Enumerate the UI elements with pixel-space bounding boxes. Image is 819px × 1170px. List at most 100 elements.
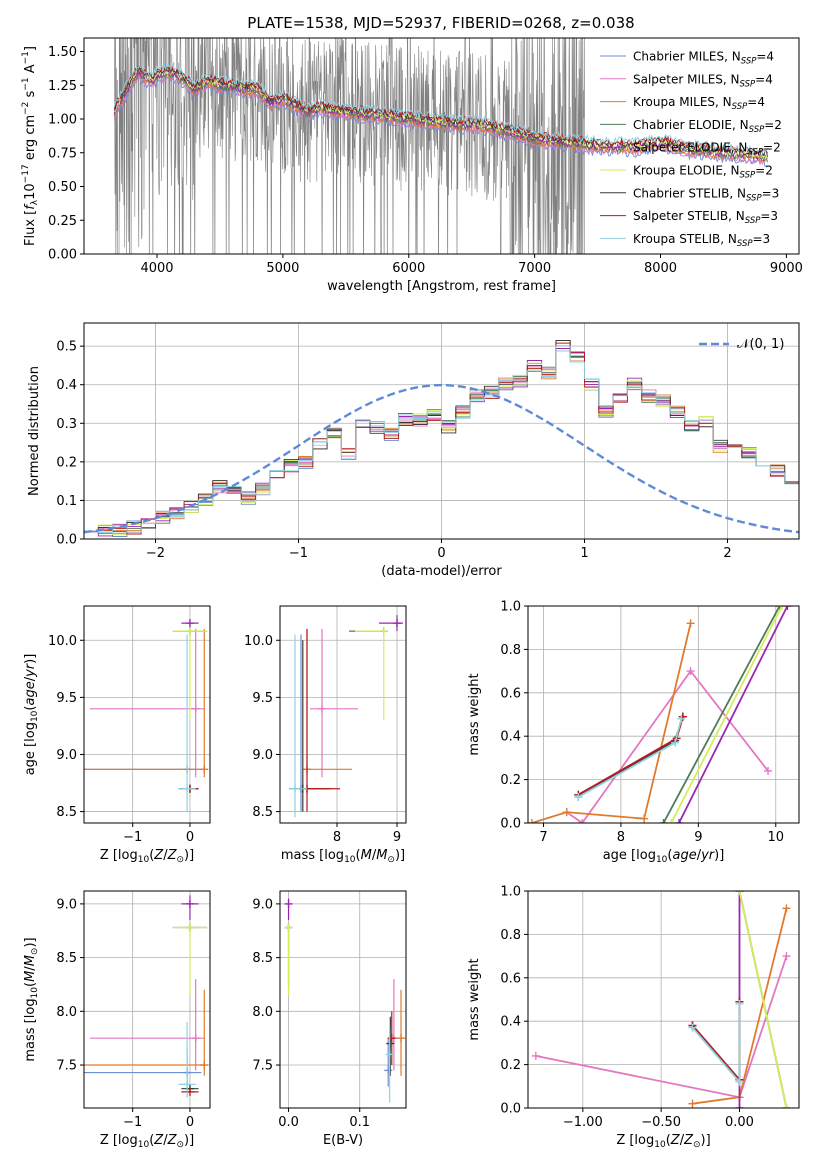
y-tick-label: 8.5	[56, 951, 77, 966]
weight-marker	[578, 819, 587, 823]
model-line-chabrier-elodie	[113, 72, 768, 162]
weight-z-panel: −1.00 −0.50 0.00 0.0 0.2 0.4 0.6 0.8 1.0 Z [log1…	[467, 885, 800, 1150]
spectrum-panel: 4000 5000 6000 7000 8000 9000 0.00 0.25 0.50 0.75…	[21, 37, 803, 294]
y-tick-label: 1.0	[500, 885, 521, 900]
y-tick-label: 0.8	[500, 928, 521, 943]
y-tick-label: 0.00	[48, 248, 77, 263]
y-tick-label: 0.2	[56, 455, 77, 470]
y-tick-label: 0.25	[48, 214, 77, 229]
x-tick-label: −1	[289, 546, 308, 561]
weight-line-chabrier-elodie	[662, 606, 781, 823]
legend-label: Kroupa MILES, NSSP=4	[633, 95, 765, 112]
x-axis-label: Z [log10(Z/Z⊙)]	[100, 848, 194, 865]
y-axis-label: mass [log10(M/M⊙)]	[23, 937, 40, 1061]
weight-marker	[574, 792, 583, 801]
axes-frame	[527, 605, 800, 824]
x-tick-label: 0.0	[278, 1115, 299, 1130]
y-tick-label: 0.6	[500, 686, 521, 701]
y-tick-label: 1.00	[48, 113, 77, 128]
point-salpeter-elodie	[181, 619, 199, 628]
weight-line-kroupa-miles	[531, 623, 692, 823]
x-tick-label: 2	[723, 546, 731, 561]
legend-label: Salpeter ELODIE, NSSP=2	[633, 141, 781, 158]
x-tick-label: −1	[123, 830, 142, 845]
y-tick-label: 0.0	[500, 817, 521, 832]
x-tick-label: −0.50	[641, 1115, 681, 1130]
x-tick-label: 6000	[392, 261, 425, 276]
weight-marker	[777, 606, 786, 610]
y-axis-label: mass weight	[467, 673, 482, 755]
x-tick-label: 0	[186, 830, 194, 845]
point-kroupa-stelib	[289, 634, 307, 818]
point-chabrier-stelib	[386, 1016, 395, 1076]
weight-marker	[735, 1077, 744, 1086]
histogram-chabrier-stelib	[84, 340, 799, 539]
weight-marker	[735, 999, 744, 1008]
normal-curve	[84, 383, 799, 534]
weight-line-kroupa-elodie	[738, 891, 788, 1108]
mass-ebv-panel: 0.0 0.1 7.5 8.0 8.5 9.0 E(B-V)	[252, 890, 407, 1148]
weight-line-salpeter-elodie	[678, 606, 789, 823]
y-tick-label: 1.25	[48, 79, 77, 94]
x-tick-label: 7000	[518, 261, 551, 276]
y-tick-label: 8.0	[56, 1005, 77, 1020]
weight-marker	[782, 904, 791, 913]
weight-marker	[782, 952, 791, 961]
axes-frame	[279, 890, 407, 1109]
point-salpeter-elodie	[181, 895, 199, 921]
y-tick-label: 9.0	[252, 748, 273, 763]
weight-marker	[688, 1099, 697, 1108]
point-kroupa-elodie	[172, 923, 208, 996]
x-tick-label: −1	[123, 1115, 142, 1130]
weight-marker	[667, 819, 676, 823]
legend-label: Kroupa ELODIE, NSSP=2	[633, 164, 773, 181]
legend-label: 𝒩(0, 1)	[737, 337, 784, 352]
point-kroupa-elodie	[172, 627, 208, 721]
point-kroupa-miles	[84, 628, 209, 778]
point-salpeter-elodie	[379, 615, 403, 632]
x-tick-label: 0	[437, 546, 445, 561]
y-tick-label: 9.0	[56, 897, 77, 912]
point-salpeter-miles	[89, 979, 205, 1071]
x-tick-label: 9000	[770, 261, 803, 276]
y-tick-label: 0.0	[500, 1102, 521, 1117]
weight-line-kroupa-elodie	[670, 606, 783, 823]
x-tick-label: 1	[580, 546, 588, 561]
x-tick-label: 5000	[266, 261, 299, 276]
axes-frame	[83, 890, 211, 1109]
figure-title: PLATE=1538, MJD=52937, FIBERID=0268, z=0…	[247, 14, 634, 32]
y-tick-label: 8.0	[252, 1005, 273, 1020]
y-tick-label: 0.4	[500, 1015, 521, 1030]
x-tick-label: 9	[694, 830, 702, 845]
x-axis-label: (data-model)/error	[381, 564, 502, 579]
weight-line-chabrier-stelib	[691, 1001, 741, 1083]
y-tick-label: 1.50	[48, 45, 77, 60]
y-tick-label: 8.5	[252, 951, 273, 966]
point-kroupa-miles	[303, 628, 352, 778]
x-axis-label: Z [log10(Z/Z⊙)]	[616, 1133, 710, 1150]
legend-label: Salpeter MILES, NSSP=4	[633, 72, 773, 89]
y-tick-label: 8.5	[252, 805, 273, 820]
y-tick-label: 10.0	[48, 634, 77, 649]
y-tick-label: 0.5	[56, 340, 77, 355]
weight-marker	[686, 667, 695, 676]
x-tick-label: 4000	[140, 261, 173, 276]
y-tick-label: 1.0	[500, 600, 521, 615]
model-line-kroupa-elodie	[113, 67, 768, 159]
x-axis-label: E(B-V)	[323, 1133, 363, 1148]
weight-marker	[764, 766, 773, 775]
x-tick-label: 0.1	[349, 1115, 370, 1130]
y-tick-label: 10.0	[244, 634, 273, 649]
weight-marker	[531, 1051, 540, 1060]
weight-marker	[640, 814, 649, 823]
model-line-chabrier-miles	[113, 74, 768, 168]
weight-marker	[735, 891, 744, 895]
x-tick-label: −1.00	[563, 1115, 603, 1130]
weight-marker	[688, 1023, 697, 1032]
point-salpeter-elodie	[284, 898, 293, 921]
y-tick-label: 9.0	[252, 897, 273, 912]
point-chabrier-miles	[84, 1048, 202, 1098]
y-tick-label: 0.4	[56, 378, 77, 393]
y-tick-label: 7.5	[56, 1059, 77, 1074]
